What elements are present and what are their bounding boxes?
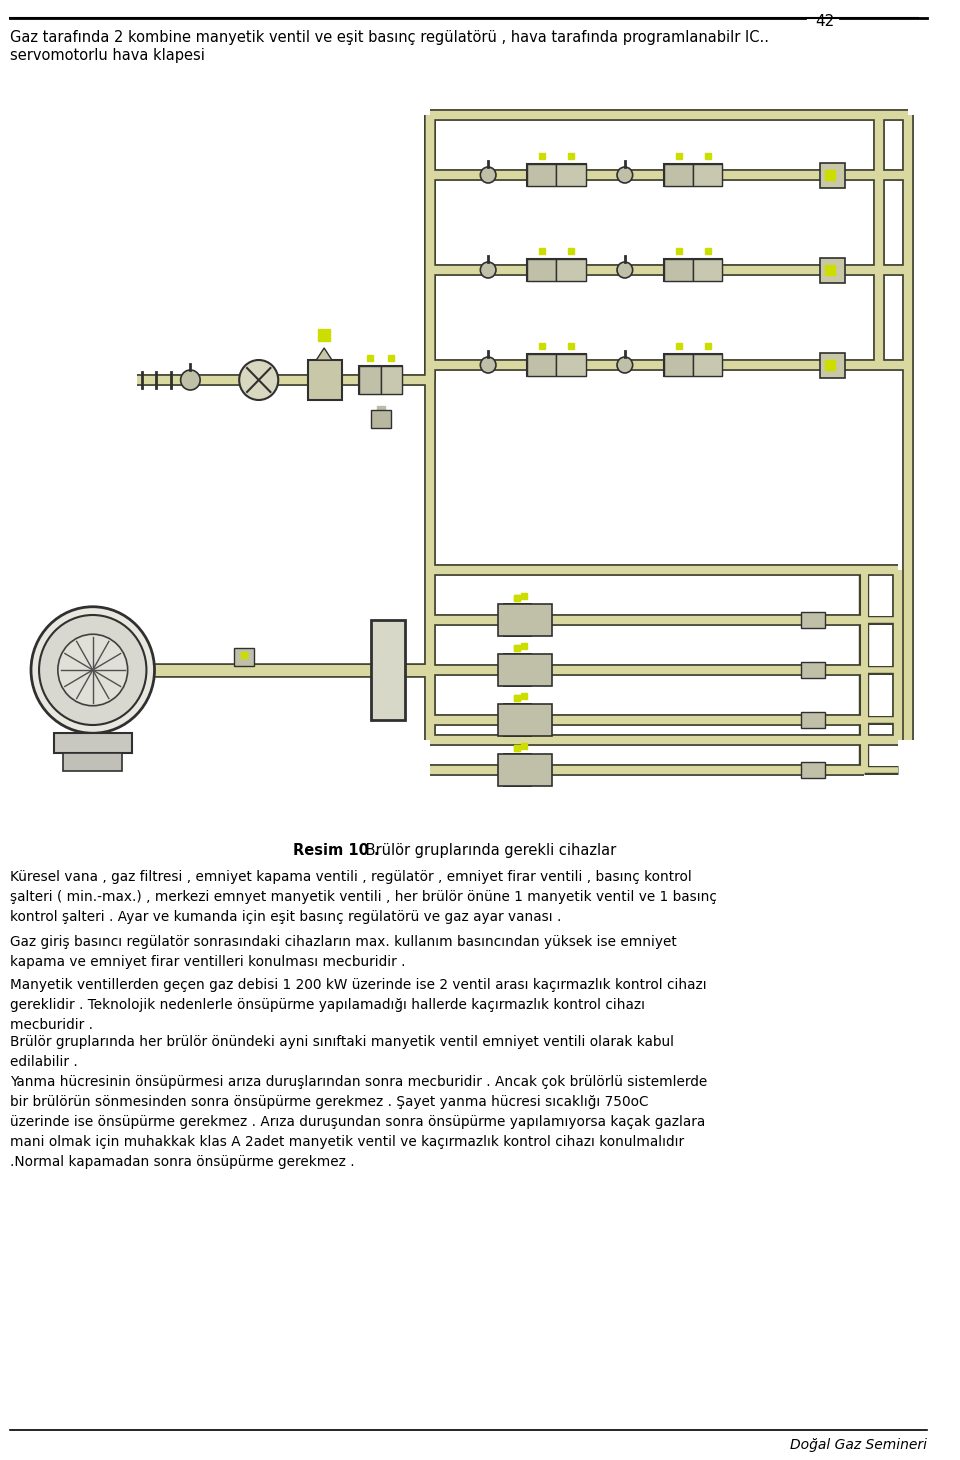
Bar — [664, 164, 693, 185]
Bar — [498, 704, 552, 736]
Bar — [664, 258, 693, 280]
Text: Resim 10 .: Resim 10 . — [293, 842, 379, 858]
Bar — [359, 366, 381, 394]
Circle shape — [617, 166, 633, 182]
Text: 42: 42 — [815, 15, 834, 29]
Text: Brülör gruplarında gerekli cihazlar: Brülör gruplarında gerekli cihazlar — [361, 842, 616, 858]
Bar — [54, 733, 132, 753]
Circle shape — [39, 615, 147, 726]
Bar — [693, 353, 723, 377]
Circle shape — [180, 369, 200, 390]
Circle shape — [58, 634, 128, 705]
Bar — [527, 258, 557, 280]
Bar — [664, 353, 693, 377]
Text: Küresel vana , gaz filtresi , emniyet kapama ventili , regülatör , emniyet firar: Küresel vana , gaz filtresi , emniyet ka… — [10, 870, 716, 924]
Circle shape — [617, 261, 633, 277]
Bar — [664, 164, 723, 185]
Bar — [359, 366, 402, 394]
Bar — [527, 258, 586, 280]
Circle shape — [239, 361, 278, 400]
Polygon shape — [317, 347, 332, 361]
Text: Yanma hücresinin önsüpürmesi arıza duruşlarından sonra mecburidir . Ancak çok br: Yanma hücresinin önsüpürmesi arıza duruş… — [10, 1075, 707, 1169]
Bar — [693, 164, 723, 185]
Bar — [504, 704, 531, 736]
Bar — [820, 164, 845, 188]
Bar — [504, 604, 531, 637]
Bar — [820, 258, 845, 283]
Bar — [801, 762, 825, 778]
Bar — [504, 604, 531, 637]
Bar — [801, 612, 825, 628]
Bar — [557, 258, 586, 280]
Bar — [557, 353, 586, 377]
Text: Manyetik ventillerden geçen gaz debisi 1 200 kW üzerinde ise 2 ventil arası kaçı: Manyetik ventillerden geçen gaz debisi 1… — [10, 978, 707, 1032]
Text: Gaz giriş basıncı regülatör sonrasındaki cihazların max. kullanım basıncından yü: Gaz giriş basıncı regülatör sonrasındaki… — [10, 934, 677, 969]
Bar — [371, 620, 405, 720]
Circle shape — [617, 358, 633, 372]
Bar — [504, 753, 531, 785]
Bar — [498, 753, 552, 785]
Bar — [498, 604, 552, 637]
Bar — [693, 258, 723, 280]
Bar — [801, 712, 825, 729]
Bar — [527, 353, 586, 377]
Circle shape — [480, 261, 496, 277]
Text: servomotorlu hava klapesi: servomotorlu hava klapesi — [10, 48, 204, 63]
Bar — [498, 654, 552, 686]
Bar — [63, 753, 122, 771]
Text: Gaz tarafında 2 kombine manyetik ventil ve eşit basınç regülatörü , hava tarafın: Gaz tarafında 2 kombine manyetik ventil … — [10, 31, 769, 45]
Bar — [504, 704, 531, 736]
Bar — [527, 164, 586, 185]
Text: Brülör gruplarında her brülör önündeki ayni sınıftaki manyetik ventil emniyet ve: Brülör gruplarında her brülör önündeki a… — [10, 1035, 674, 1069]
Bar — [504, 654, 531, 686]
Bar — [557, 164, 586, 185]
Bar — [504, 753, 531, 785]
Bar — [664, 353, 723, 377]
Bar — [307, 361, 342, 400]
Circle shape — [480, 166, 496, 182]
Bar — [527, 353, 557, 377]
Bar — [381, 366, 402, 394]
Bar — [820, 353, 845, 378]
Bar — [504, 654, 531, 686]
Bar — [527, 164, 557, 185]
Text: Doğal Gaz Semineri: Doğal Gaz Semineri — [790, 1438, 927, 1453]
Bar — [371, 410, 391, 428]
Bar — [801, 661, 825, 677]
Circle shape — [31, 607, 155, 733]
Bar — [664, 258, 723, 280]
Circle shape — [480, 358, 496, 372]
Bar — [234, 648, 253, 666]
